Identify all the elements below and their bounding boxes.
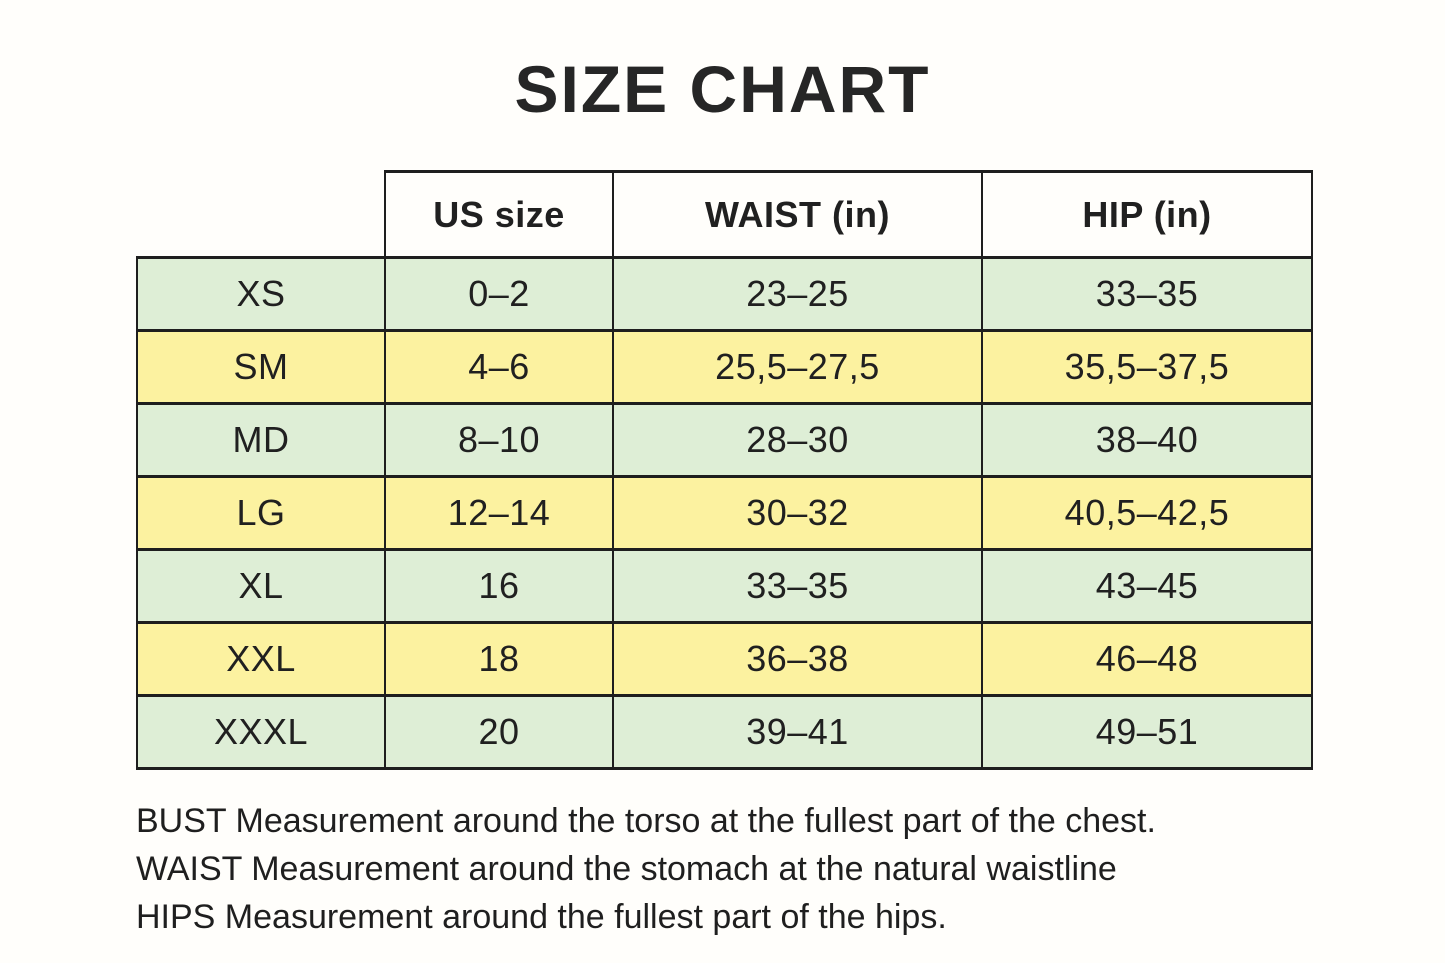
hip-cell: 38–40 [981, 402, 1313, 478]
note-hips: HIPS Measurement around the fullest part… [136, 898, 947, 936]
us-size-cell: 16 [384, 548, 614, 624]
table-row-xl: XL 16 33–35 43–45 [136, 548, 1313, 624]
measurement-notes: BUST Measurement around the torso at the… [136, 797, 1156, 941]
table-row-lg: LG 12–14 30–32 40,5–42,5 [136, 475, 1313, 551]
us-size-cell: 8–10 [384, 402, 614, 478]
waist-cell: 23–25 [612, 256, 983, 332]
hip-cell: 33–35 [981, 256, 1313, 332]
column-header-us-size: US size [384, 170, 614, 259]
size-label-cell: XXL [136, 621, 386, 697]
hip-cell: 35,5–37,5 [981, 329, 1313, 405]
column-header-waist: WAIST (in) [612, 170, 983, 259]
us-size-cell: 18 [384, 621, 614, 697]
size-label-cell: LG [136, 475, 386, 551]
hip-cell: 46–48 [981, 621, 1313, 697]
table-row-xs: XS 0–2 23–25 33–35 [136, 256, 1313, 332]
hip-cell: 40,5–42,5 [981, 475, 1313, 551]
header-row: US size WAIST (in) HIP (in) [137, 170, 1313, 259]
waist-cell: 30–32 [612, 475, 983, 551]
us-size-cell: 20 [384, 694, 614, 770]
page-title: SIZE CHART [514, 52, 931, 126]
waist-cell: 39–41 [612, 694, 983, 770]
us-size-cell: 0–2 [384, 256, 614, 332]
table-row-md: MD 8–10 28–30 38–40 [136, 402, 1313, 478]
note-bust: BUST Measurement around the torso at the… [136, 802, 1156, 840]
size-label-cell: XS [136, 256, 386, 332]
column-header-hip: HIP (in) [981, 170, 1313, 259]
size-label-cell: XXXL [136, 694, 386, 770]
table-row-xxl: XXL 18 36–38 46–48 [136, 621, 1313, 697]
note-waist: WAIST Measurement around the stomach at … [136, 850, 1117, 888]
us-size-cell: 12–14 [384, 475, 614, 551]
us-size-cell: 4–6 [384, 329, 614, 405]
hip-cell: 43–45 [981, 548, 1313, 624]
size-label-cell: SM [136, 329, 386, 405]
size-chart-table: US size WAIST (in) HIP (in) XS 0–2 23–25… [136, 170, 1313, 770]
size-label-cell: XL [136, 548, 386, 624]
table-row-sm: SM 4–6 25,5–27,5 35,5–37,5 [136, 329, 1313, 405]
hip-cell: 49–51 [981, 694, 1313, 770]
waist-cell: 33–35 [612, 548, 983, 624]
size-label-cell: MD [136, 402, 386, 478]
waist-cell: 25,5–27,5 [612, 329, 983, 405]
waist-cell: 36–38 [612, 621, 983, 697]
table-row-xxxl: XXXL 20 39–41 49–51 [136, 694, 1313, 770]
waist-cell: 28–30 [612, 402, 983, 478]
table-corner-spacer [137, 172, 385, 258]
